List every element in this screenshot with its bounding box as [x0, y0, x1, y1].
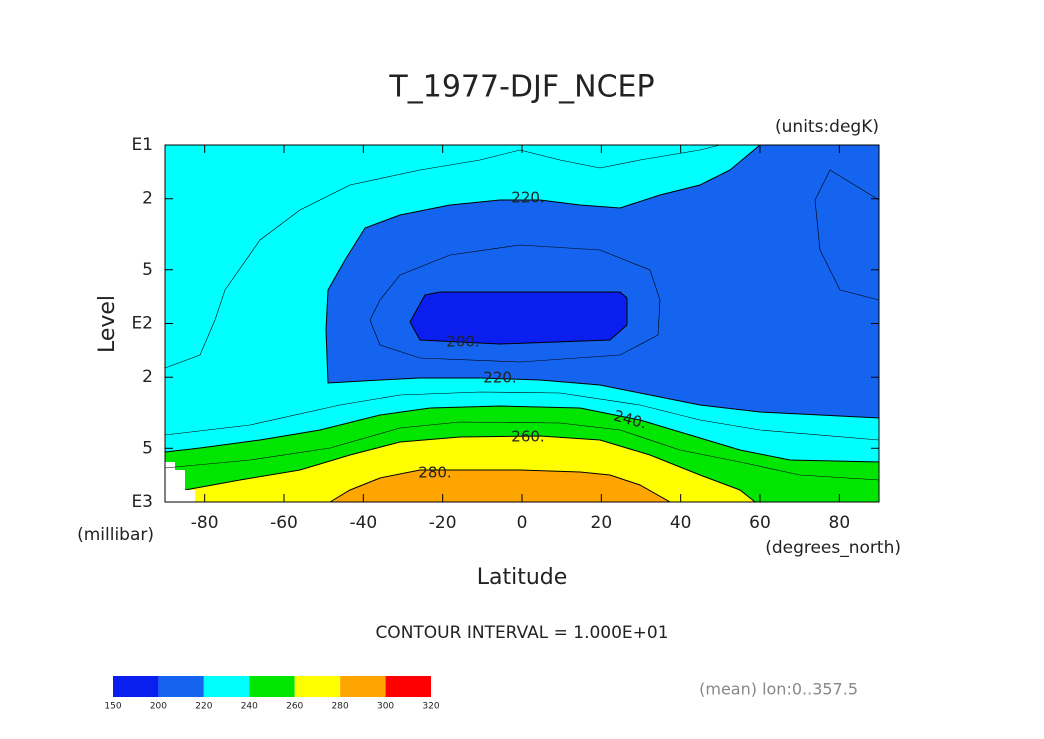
y-tick-label: 5 — [142, 260, 153, 280]
missing-data — [165, 462, 195, 502]
footnote: (mean) lon:0..357.5 — [699, 680, 858, 699]
colorbar-label: 200 — [150, 702, 167, 712]
colorbar-label: 150 — [104, 702, 121, 712]
colorbar-label: 300 — [377, 702, 394, 712]
contour-line — [164, 421, 880, 481]
contour-interval: CONTOUR INTERVAL = 1.000E+01 — [375, 623, 668, 643]
y-tick-label: E3 — [131, 492, 153, 512]
y-axis-label: Level — [95, 295, 120, 353]
colorbar-label: 260 — [286, 702, 303, 712]
colorbar-box — [203, 676, 250, 697]
contour-label: 200. — [446, 333, 479, 351]
contour-line — [814, 169, 880, 301]
x-tick-label: -60 — [270, 513, 298, 533]
units-label: (units:degK) — [775, 117, 879, 137]
colorbar-box — [385, 676, 431, 697]
chart-title: T_1977-DJF_NCEP — [388, 70, 654, 105]
colorbar-box — [113, 676, 159, 697]
contour-label: 260. — [511, 428, 544, 446]
region-280-300 — [328, 469, 672, 503]
colorbar-label: 220 — [195, 702, 212, 712]
y-tick-label: E1 — [131, 135, 153, 155]
x-tick-label: -80 — [191, 513, 219, 533]
x-tick-label: 80 — [829, 513, 851, 533]
contour-line — [164, 144, 721, 369]
x-tick-label: 20 — [591, 513, 613, 533]
colorbar-box — [294, 676, 341, 697]
colorbar-label: 320 — [422, 702, 439, 712]
contour-label: 220. — [483, 369, 516, 387]
y-units: (millibar) — [77, 525, 154, 545]
contour-line — [164, 391, 880, 441]
x-tick-label: 0 — [517, 513, 528, 533]
y-tick-label: 5 — [142, 438, 153, 458]
x-units: (degrees_north) — [765, 538, 901, 558]
contour-line — [369, 244, 661, 363]
x-tick-label: -40 — [349, 513, 377, 533]
region-150-200 — [409, 291, 628, 345]
contour-label: 280. — [418, 464, 451, 482]
x-tick-label: -20 — [429, 513, 457, 533]
contour-label: 220. — [511, 189, 544, 207]
colorbar-box — [249, 676, 295, 697]
contour-plot: 220. 200. 220. 240. 260. 280. — [164, 144, 880, 503]
colorbar-label: 240 — [241, 702, 258, 712]
x-axis-label: Latitude — [477, 565, 568, 590]
y-tick-label: E2 — [131, 314, 153, 334]
colorbar-box — [158, 676, 204, 697]
y-tick-label: 2 — [142, 367, 153, 387]
y-tick-label: 2 — [142, 189, 153, 209]
x-tick-label: 40 — [670, 513, 692, 533]
colorbar-label: 280 — [332, 702, 349, 712]
colorbar-box — [340, 676, 386, 697]
region-200-220 — [325, 144, 880, 419]
x-tick-label: 60 — [749, 513, 771, 533]
